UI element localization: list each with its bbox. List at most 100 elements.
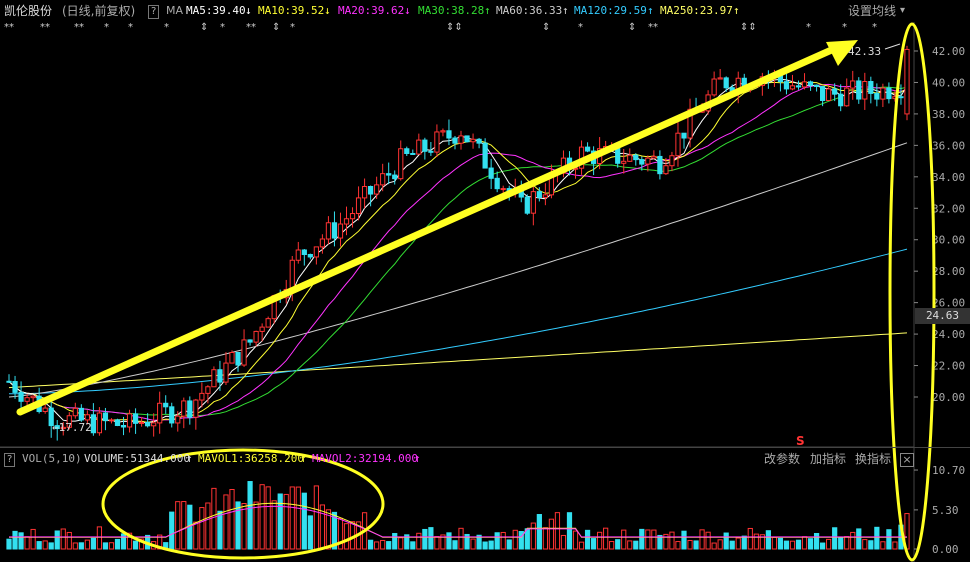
stock-name[interactable]: 凯伦股份 (4, 4, 53, 18)
price-axis-label: 38.00 (932, 108, 965, 121)
volume-bar (699, 529, 705, 550)
candle-body (108, 419, 115, 422)
price-axis-label: 36.00 (932, 139, 965, 152)
volume-bar (132, 540, 139, 550)
change-params-button[interactable]: 改参数 (764, 452, 801, 466)
signal-markers-row: ** ** ** * * * ⇕ * ** ⇕ * ⇕⇕ ⇕ * ⇕ ** ⇕⇕ * * * (0, 22, 900, 40)
candle-body (380, 173, 386, 186)
volume-bar (530, 522, 536, 550)
volume-bar (217, 510, 223, 550)
price-axis-label: 42.00 (932, 45, 965, 58)
ma120-line (9, 248, 908, 395)
volume-bar (307, 515, 313, 550)
candle-body (265, 318, 271, 328)
candle-body (850, 80, 856, 89)
candle-body (874, 92, 880, 100)
sell-signal-marker: S (796, 434, 805, 448)
candle-body (639, 159, 645, 165)
volume-bar (138, 538, 145, 550)
candle-body (72, 407, 78, 417)
volume-bar (609, 541, 615, 550)
volume-bar (84, 539, 90, 550)
candle-body (259, 326, 265, 332)
candle-body (24, 397, 30, 402)
volume-bar (615, 539, 621, 550)
current-price-tag: 24.63 (915, 308, 970, 324)
help-button[interactable]: ? (148, 5, 160, 19)
volume-help-button[interactable]: ? (4, 453, 16, 467)
volume-bar (711, 542, 717, 550)
candle-body (325, 222, 332, 240)
volume-bar (639, 528, 645, 550)
mavol1-line (9, 502, 907, 538)
signal-marker-icon: * (220, 22, 225, 33)
volume-bar (578, 541, 585, 550)
mavol2-line (9, 505, 907, 538)
volume-bar (253, 501, 259, 550)
volume-bar (729, 540, 735, 550)
candle-body (349, 213, 356, 220)
candle-body (663, 165, 669, 175)
candle-body (90, 414, 96, 434)
volume-bar (759, 534, 765, 550)
close-icon[interactable]: × (900, 453, 914, 467)
ma5-arrow: ↓ (245, 4, 252, 17)
volume-bar (30, 528, 36, 550)
candle-body (416, 139, 422, 155)
volume-bar (241, 502, 247, 550)
candle-body (669, 155, 675, 167)
signal-marker-icon: ** (74, 22, 84, 33)
volume-bar (813, 533, 820, 550)
candle-body (542, 194, 548, 198)
volume-axis-label: 5.30 (932, 504, 959, 517)
price-axis-label: 32.00 (932, 202, 965, 215)
volume-bar (120, 533, 127, 550)
volume-bar (681, 530, 687, 550)
volume-bar (235, 501, 241, 550)
signal-marker-icon: ⇕⇕ (446, 22, 463, 33)
candle-body (138, 421, 145, 424)
candle-body (361, 186, 368, 199)
candle-body (476, 138, 482, 144)
add-indicator-button[interactable]: 加指标 (810, 452, 847, 466)
volume-bar (723, 532, 729, 550)
volume-bar (801, 536, 808, 550)
candle-body (60, 426, 66, 430)
switch-indicator-button[interactable]: 换指标 (855, 452, 892, 466)
candle-body (621, 160, 627, 164)
volume-bar (820, 542, 826, 550)
volume-bar (48, 542, 54, 550)
volume-bar (621, 529, 627, 550)
period-label[interactable]: (日线,前复权) (62, 4, 136, 18)
volume-bar (675, 541, 681, 550)
candle-body (247, 339, 253, 343)
ma5-line (8, 78, 908, 424)
volume-bar (175, 501, 181, 550)
signal-marker-icon: * (806, 22, 811, 33)
price-axis-label: 26.00 (932, 297, 965, 310)
ma60-value: MA60:36.33 (496, 4, 563, 17)
volume-bar (651, 529, 657, 550)
candle-body (205, 386, 211, 394)
candle-body (42, 407, 48, 413)
volume-bar (753, 533, 759, 550)
volume-bar (434, 536, 440, 550)
ma-settings-button[interactable]: 设置均线 (848, 4, 897, 18)
volume-bar (66, 531, 72, 550)
candle-body (627, 154, 633, 162)
volume-bar (72, 542, 78, 550)
candle-body (783, 81, 790, 90)
volume-bar (657, 534, 663, 550)
chevron-down-icon[interactable]: ▾ (900, 5, 906, 16)
volume-bar (12, 530, 18, 550)
candle-body (295, 249, 301, 261)
candle-body (410, 152, 416, 155)
volume-bar (807, 538, 814, 550)
candle-body (78, 407, 84, 421)
volume-bar (313, 485, 319, 550)
candle-body (795, 85, 802, 88)
low-price-label: ←17.72 (52, 421, 92, 434)
candle-body (386, 173, 392, 176)
volume-bar (108, 542, 115, 550)
